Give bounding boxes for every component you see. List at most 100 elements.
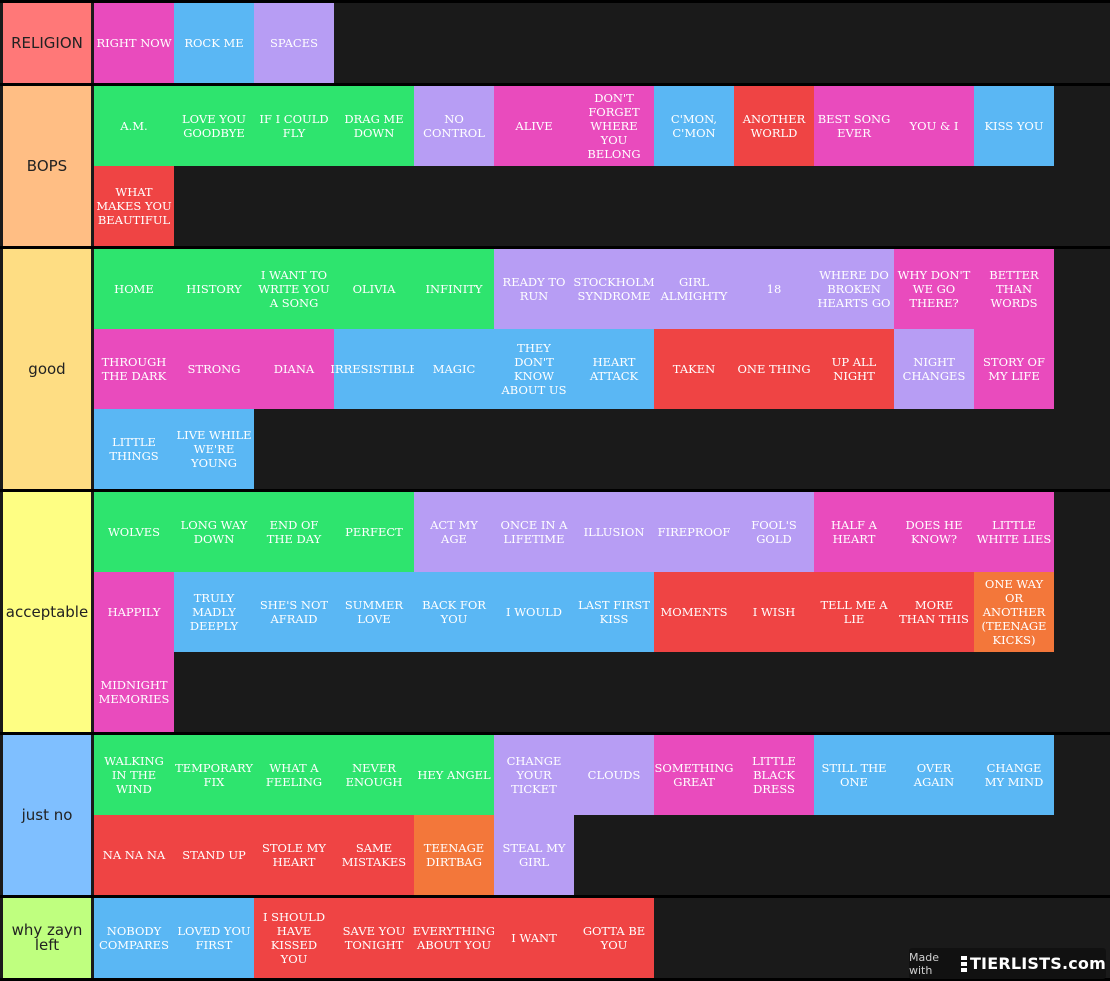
tier-item[interactable]: I WANT (494, 898, 574, 978)
tier-item[interactable]: LAST FIRST KISS (574, 572, 654, 652)
tier-item[interactable]: IRRESISTIBLE (330, 329, 418, 409)
tier-item[interactable]: NIGHT CHANGES (894, 329, 974, 409)
tier-item[interactable]: SOMETHING GREAT (654, 735, 734, 815)
tier-items[interactable]: A.M. LOVE YOU GOODBYE IF I COULD FLY DRAG M… (94, 86, 1110, 246)
tier-item[interactable]: UP ALL NIGHT (814, 329, 894, 409)
tier-item[interactable]: STOCKHOLM SYNDROME (573, 249, 655, 329)
tier-item[interactable]: NOBODY COMPARES (94, 898, 174, 978)
watermark[interactable]: Made with TIERLISTS.com (909, 948, 1106, 979)
tier-item[interactable]: ONE WAY OR ANOTHER (TEENAGE KICKS) (974, 572, 1054, 652)
tier-item[interactable]: EVERYTHING ABOUT YOU (413, 898, 495, 978)
tier-item[interactable]: ACT MY AGE (414, 492, 494, 572)
tier-item[interactable]: LITTLE WHITE LIES (974, 492, 1054, 572)
tier-item[interactable]: OLIVIA (334, 249, 414, 329)
tier-items[interactable]: WOLVES LONG WAY DOWN END OF THE DAY PERFECT… (94, 492, 1110, 732)
tier-label[interactable]: BOPS (3, 86, 91, 246)
tier-item[interactable]: ROCK ME (174, 3, 254, 83)
tier-item[interactable]: LONG WAY DOWN (174, 492, 254, 572)
tier-item[interactable]: DRAG ME DOWN (334, 86, 414, 166)
tier-label[interactable]: good (3, 249, 91, 489)
tier-item[interactable]: ONE THING (734, 329, 814, 409)
tier-item[interactable]: STOLE MY HEART (254, 815, 334, 895)
tier-item[interactable]: TAKEN (654, 329, 734, 409)
tier-items[interactable]: RIGHT NOW ROCK ME SPACES (94, 3, 1110, 83)
tier-item[interactable]: WHY DON'T WE GO THERE? (894, 249, 974, 329)
tier-item[interactable]: NEVER ENOUGH (334, 735, 414, 815)
tier-item[interactable]: I WISH (734, 572, 814, 652)
tier-item[interactable]: IF I COULD FLY (254, 86, 334, 166)
tier-item[interactable]: SAME MISTAKES (334, 815, 414, 895)
tier-item[interactable]: WHAT MAKES YOU BEAUTIFUL (94, 166, 174, 246)
tier-label[interactable]: why zayn left (3, 898, 91, 978)
tier-item[interactable]: ILLUSION (574, 492, 654, 572)
tier-item[interactable]: HAPPILY (94, 572, 174, 652)
tier-item[interactable]: MAGIC (414, 329, 494, 409)
tier-item[interactable]: MIDNIGHT MEMORIES (94, 652, 174, 732)
tier-items[interactable]: NOBODY COMPARES LOVED YOU FIRST I SHOULD H… (94, 898, 1110, 978)
tier-item[interactable]: MORE THAN THIS (894, 572, 974, 652)
tier-item[interactable]: FOOL'S GOLD (734, 492, 814, 572)
tier-item[interactable]: LIVE WHILE WE'RE YOUNG (174, 409, 254, 489)
tier-item[interactable]: YOU & I (894, 86, 974, 166)
tier-item[interactable]: SPACES (254, 3, 334, 83)
tier-item[interactable]: I SHOULD HAVE KISSED YOU (254, 898, 334, 978)
tier-item[interactable]: WALKING IN THE WIND (94, 735, 174, 815)
tier-items[interactable]: WALKING IN THE WIND TEMPORARY FIX WHAT A F… (94, 735, 1110, 895)
tier-item[interactable]: ONCE IN A LIFETIME (494, 492, 574, 572)
tier-item[interactable]: DIANA (254, 329, 334, 409)
tier-item[interactable]: TELL ME A LIE (814, 572, 894, 652)
tier-item[interactable]: FIREPROOF (654, 492, 734, 572)
tier-item[interactable]: STILL THE ONE (814, 735, 894, 815)
tier-item[interactable]: BEST SONG EVER (814, 86, 894, 166)
tier-item[interactable]: 18 (734, 249, 814, 329)
tier-item[interactable]: STEAL MY GIRL (494, 815, 574, 895)
tier-item[interactable]: LITTLE BLACK DRESS (734, 735, 814, 815)
tier-label[interactable]: RELIGION (3, 3, 91, 83)
tier-item[interactable]: HEART ATTACK (574, 329, 654, 409)
tier-item[interactable]: GOTTA BE YOU (574, 898, 654, 978)
tier-item[interactable]: WOLVES (94, 492, 174, 572)
tier-item[interactable]: INFINITY (414, 249, 494, 329)
tier-item[interactable]: SUMMER LOVE (334, 572, 414, 652)
tier-item[interactable]: STAND UP (174, 815, 254, 895)
tier-item[interactable]: END OF THE DAY (254, 492, 334, 572)
tier-item[interactable]: WHERE DO BROKEN HEARTS GO (814, 249, 894, 329)
tier-item[interactable]: TEENAGE DIRTBAG (414, 815, 494, 895)
tier-item[interactable]: ALIVE (494, 86, 574, 166)
tier-item[interactable]: STRONG (174, 329, 254, 409)
tier-item[interactable]: I WOULD (494, 572, 574, 652)
tier-label[interactable]: just no (3, 735, 91, 895)
tier-item[interactable]: I WANT TO WRITE YOU A SONG (254, 249, 334, 329)
tier-item[interactable]: DOES HE KNOW? (894, 492, 974, 572)
tier-item[interactable]: DON'T FORGET WHERE YOU BELONG (574, 86, 654, 166)
tier-items[interactable]: HOME HISTORY I WANT TO WRITE YOU A SONG OLI… (94, 249, 1110, 489)
tier-item[interactable]: GIRL ALMIGHTY (654, 249, 734, 329)
tier-item[interactable]: MOMENTS (654, 572, 734, 652)
tier-item[interactable]: HEY ANGEL (414, 735, 494, 815)
tier-item[interactable]: LITTLE THINGS (94, 409, 174, 489)
tier-item[interactable]: THEY DON'T KNOW ABOUT US (494, 329, 574, 409)
tier-item[interactable]: NA NA NA (94, 815, 174, 895)
tier-item[interactable]: OVER AGAIN (894, 735, 974, 815)
tier-item[interactable]: SAVE YOU TONIGHT (334, 898, 414, 978)
tier-item[interactable]: BETTER THAN WORDS (974, 249, 1054, 329)
tier-item[interactable]: PERFECT (334, 492, 414, 572)
tier-item[interactable]: HALF A HEART (814, 492, 894, 572)
tier-item[interactable]: NO CONTROL (414, 86, 494, 166)
tier-item[interactable]: HISTORY (174, 249, 254, 329)
tier-item[interactable]: TEMPORARY FIX (174, 735, 254, 815)
tier-item[interactable]: STORY OF MY LIFE (974, 329, 1054, 409)
tier-item[interactable]: C'MON, C'MON (654, 86, 734, 166)
tier-item[interactable]: HOME (94, 249, 174, 329)
tier-item[interactable]: LOVED YOU FIRST (174, 898, 254, 978)
tier-item[interactable]: READY TO RUN (494, 249, 574, 329)
tier-item[interactable]: LOVE YOU GOODBYE (174, 86, 254, 166)
tier-item[interactable]: WHAT A FEELING (254, 735, 334, 815)
tier-item[interactable]: CLOUDS (574, 735, 654, 815)
tier-item[interactable]: ANOTHER WORLD (734, 86, 814, 166)
tier-item[interactable]: TRULY MADLY DEEPLY (174, 572, 254, 652)
tier-item[interactable]: SHE'S NOT AFRAID (254, 572, 334, 652)
tier-item[interactable]: A.M. (94, 86, 174, 166)
tier-item[interactable]: RIGHT NOW (94, 3, 174, 83)
tier-item[interactable]: KISS YOU (974, 86, 1054, 166)
